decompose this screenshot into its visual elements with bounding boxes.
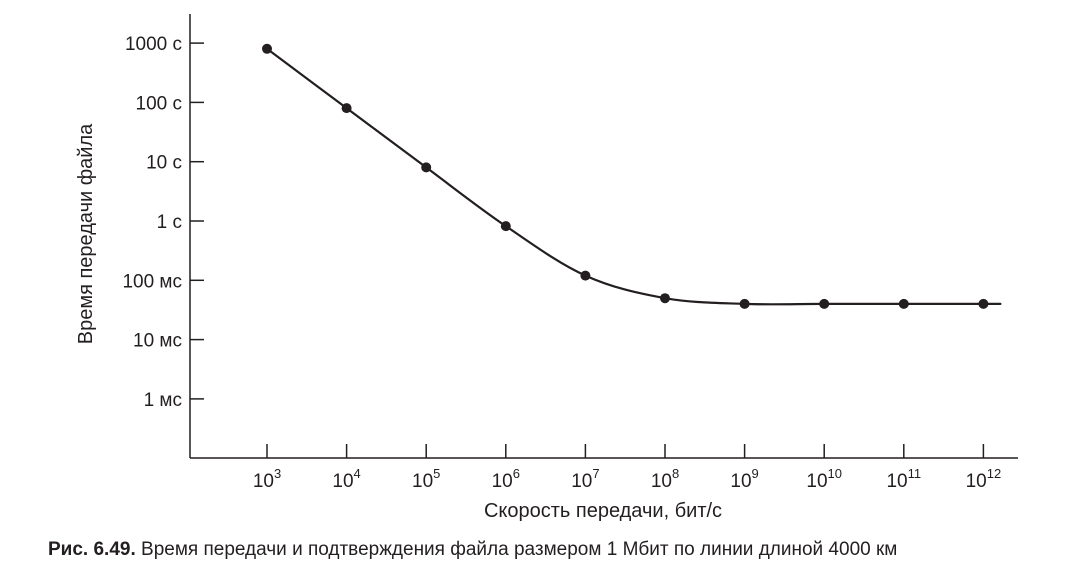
data-points (262, 43, 989, 309)
x-tick-label: 104 (332, 466, 360, 492)
data-point (580, 270, 591, 281)
x-tick-base: 10 (571, 471, 592, 492)
x-tick-exponent: 10 (828, 466, 842, 481)
y-tick-label: 1 с (157, 212, 182, 233)
x-tick-base: 10 (730, 471, 751, 492)
data-point (898, 298, 909, 309)
y-tick-label: 100 с (136, 93, 182, 114)
data-point (660, 293, 670, 304)
x-tick-label: 1010 (806, 466, 842, 492)
figure-number: Рис. 6.49. (48, 539, 136, 560)
x-tick-exponent: 3 (274, 466, 281, 481)
y-tick-label: 10 мс (133, 331, 182, 352)
data-point (500, 221, 511, 232)
y-tick-label: 10 с (146, 153, 182, 174)
x-tick-label: 109 (730, 466, 758, 492)
x-tick-base: 10 (886, 471, 907, 492)
y-ticks: 1000 с 100 с 10 с 1 с 100 мс 10 мс 1 мс (122, 34, 204, 411)
y-tick-label: 100 мс (122, 271, 182, 292)
figure-caption-text: Время передачи и подтверждения файла раз… (141, 539, 898, 560)
x-tick-base: 10 (966, 471, 987, 492)
y-tick-label: 1 мс (144, 390, 182, 411)
x-axis-label: Скорость передачи, бит/с (484, 500, 722, 522)
x-tick-base: 10 (806, 471, 827, 492)
data-point (819, 298, 830, 309)
x-ticks: 103 104 105 106 107 108 109 1010 1011 1012 (253, 444, 1001, 492)
x-tick-base: 10 (253, 471, 274, 492)
data-point (978, 298, 989, 309)
x-tick-exponent: 12 (987, 466, 1001, 481)
axes (189, 14, 1018, 459)
x-tick-exponent: 7 (592, 466, 599, 481)
x-tick-label: 105 (412, 466, 440, 492)
x-tick-label: 103 (253, 466, 281, 492)
x-tick-base: 10 (332, 471, 353, 492)
x-tick-label: 107 (571, 466, 599, 492)
data-point (421, 162, 432, 173)
data-point (341, 103, 352, 114)
y-tick-label: 1000 с (125, 34, 182, 55)
x-tick-label: 1011 (886, 466, 921, 492)
x-tick-label: 1012 (966, 466, 1002, 492)
x-tick-label: 108 (651, 466, 679, 492)
series-line (265, 47, 1002, 306)
x-tick-base: 10 (412, 471, 433, 492)
x-tick-exponent: 9 (752, 466, 759, 481)
x-tick-exponent: 4 (354, 466, 361, 481)
x-tick-exponent: 11 (908, 466, 922, 481)
figure-caption: Рис. 6.49. Время передачи и подтверждени… (48, 539, 897, 561)
data-point (262, 43, 272, 54)
y-axis-label: Время передачи файла (75, 123, 97, 344)
x-tick-base: 10 (651, 471, 672, 492)
x-tick-exponent: 6 (513, 466, 520, 481)
x-tick-exponent: 5 (433, 466, 440, 481)
x-tick-exponent: 8 (672, 466, 679, 481)
x-tick-base: 10 (492, 471, 513, 492)
data-point (739, 298, 750, 309)
x-tick-label: 106 (492, 466, 520, 492)
